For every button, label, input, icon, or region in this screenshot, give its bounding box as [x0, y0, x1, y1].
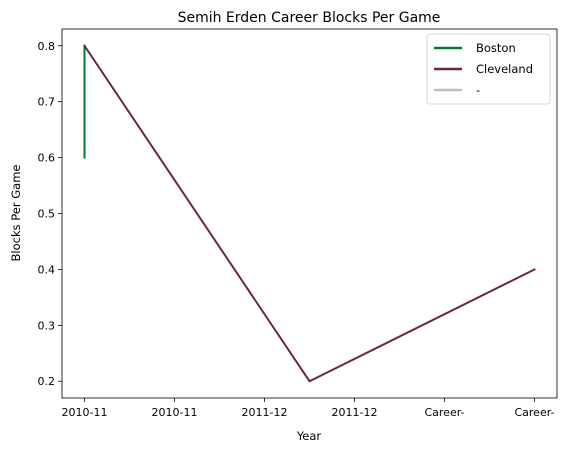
legend: Boston Cleveland -	[426, 33, 551, 105]
x-tick-label: 2010-11	[152, 406, 198, 419]
x-tick-label: Career-	[514, 406, 554, 419]
y-tick-label: 0.5	[38, 208, 56, 221]
y-tick-label: 0.8	[38, 40, 56, 53]
y-tick-label: 0.6	[38, 152, 56, 165]
y-axis-label: Blocks Per Game	[9, 165, 23, 262]
legend-label: -	[476, 83, 480, 97]
x-tick-label: 2011-12	[242, 406, 288, 419]
y-axis-ticks: 0.2 0.3 0.4 0.5 0.6 0.7 0.8	[38, 40, 62, 388]
y-tick-label: 0.4	[38, 263, 56, 276]
legend-label: Boston	[476, 41, 516, 55]
legend-label: Cleveland	[476, 62, 533, 76]
x-axis-label: Year	[296, 429, 322, 443]
x-axis-ticks: 2010-11 2010-11 2011-12 2011-12 Career- Caree…	[62, 398, 555, 419]
x-tick-label: 2011-12	[332, 406, 378, 419]
series-line-cleveland	[83, 44, 536, 383]
chart-title: Semih Erden Career Blocks Per Game	[178, 10, 441, 26]
series-lines	[83, 44, 536, 383]
y-tick-label: 0.3	[38, 319, 56, 332]
y-tick-label: 0.7	[38, 96, 56, 109]
x-tick-label: Career-	[424, 406, 464, 419]
legend-box	[426, 33, 551, 105]
x-tick-label: 2010-11	[62, 406, 108, 419]
y-tick-label: 0.2	[38, 375, 56, 388]
